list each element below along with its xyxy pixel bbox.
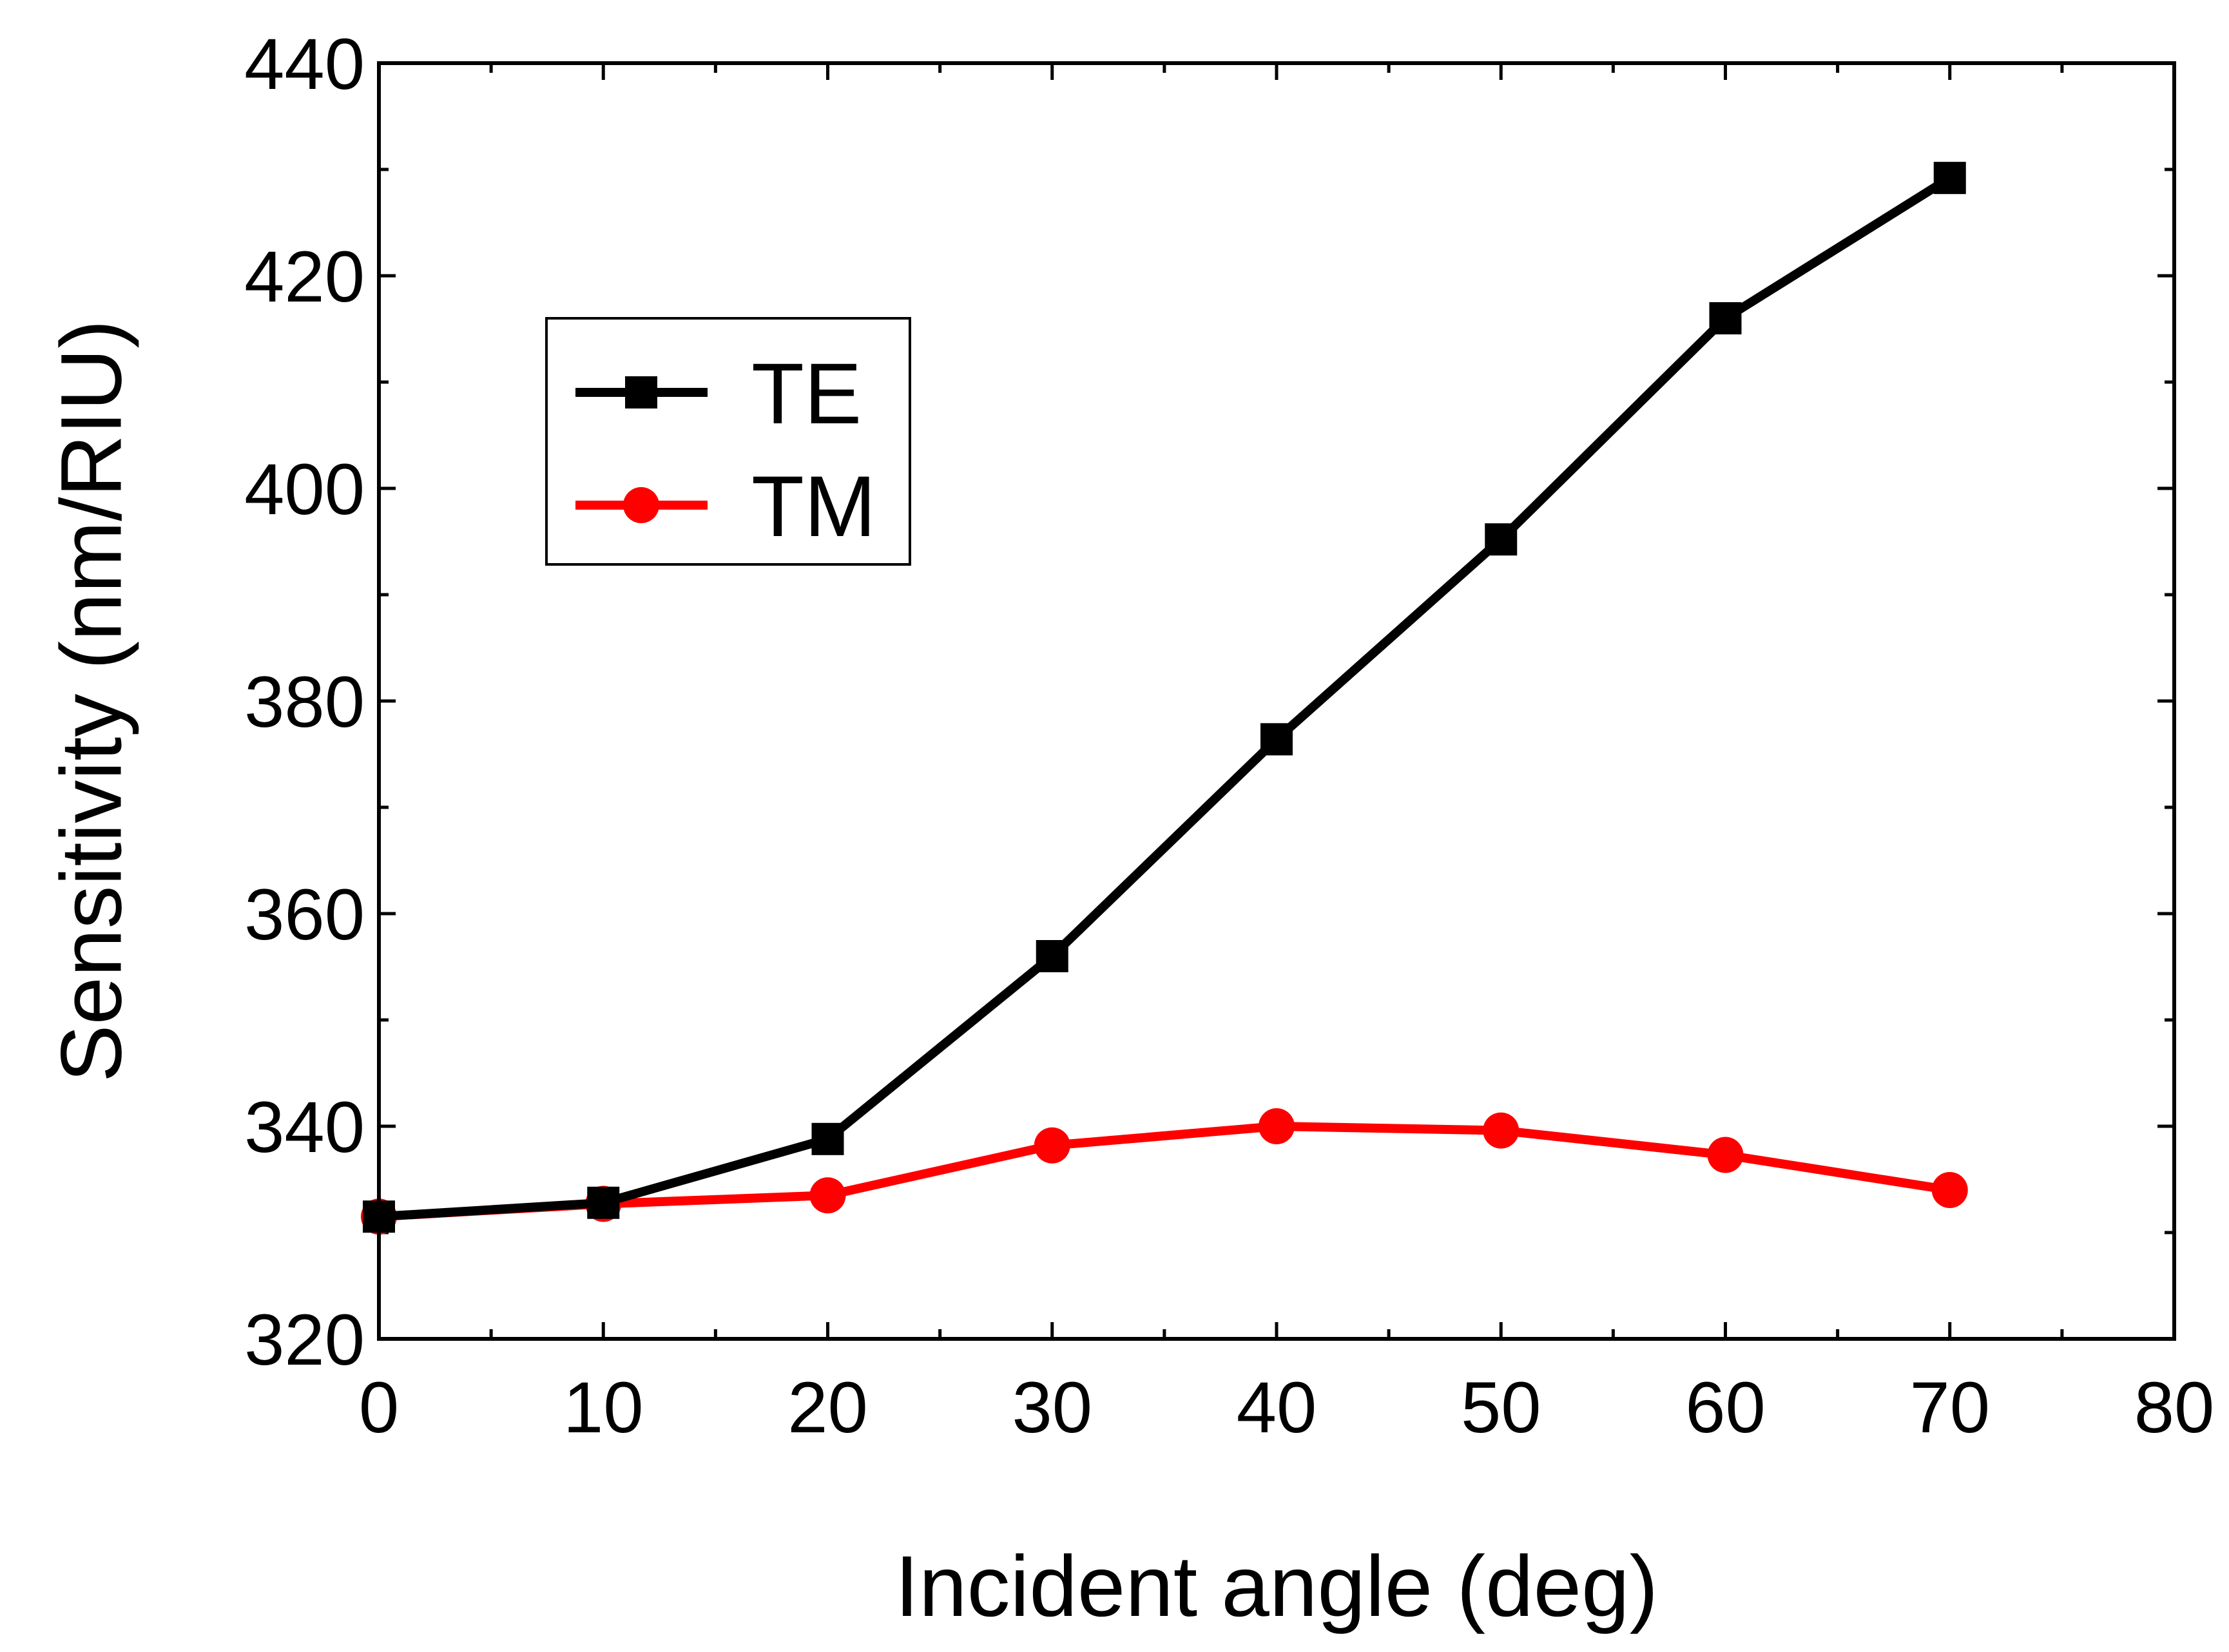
x-tick-label: 60 [1685, 1367, 1766, 1448]
data-point-tm [1259, 1108, 1295, 1144]
data-point-tm [1034, 1127, 1070, 1164]
legend-box [545, 317, 911, 566]
x-tick-label: 10 [563, 1367, 644, 1448]
plot-frame [377, 61, 2176, 1341]
legend-marker-te [625, 376, 657, 408]
series-te [363, 162, 1966, 1233]
data-point-te [1036, 940, 1068, 972]
series-line-te [378, 174, 1953, 1222]
x-tick-label: 70 [1909, 1367, 1990, 1448]
data-point-te [1485, 523, 1518, 556]
legend-label-tm: TM [751, 459, 876, 555]
y-tick-label: 340 [244, 1087, 365, 1167]
y-tick-label: 380 [244, 662, 365, 742]
data-point-te [587, 1186, 620, 1219]
y-tick-label: 360 [244, 874, 365, 955]
x-axis-title: Incident angle (deg) [895, 1539, 1658, 1635]
data-point-tm [1931, 1172, 1968, 1208]
data-point-te [1933, 162, 1966, 195]
y-axis-title: Sensitivity (nm/RIU) [44, 320, 140, 1082]
x-tick-label: 0 [359, 1367, 399, 1448]
data-point-te [1260, 723, 1293, 756]
y-tick-label: 400 [244, 449, 365, 530]
data-point-te [811, 1122, 844, 1155]
data-point-tm [809, 1177, 846, 1214]
x-tick-label: 50 [1461, 1367, 1541, 1448]
x-tick-label: 80 [2134, 1367, 2215, 1448]
legend: TE TM [545, 317, 911, 566]
x-tick-label: 30 [1012, 1367, 1092, 1448]
legend-label-te: TE [751, 346, 862, 442]
tick-labels: 0 10 20 30 40 50 60 70 80 320 340 360 380 400 420 440 [244, 24, 2214, 1448]
y-tick-label: 440 [244, 24, 365, 104]
x-tick-label: 40 [1237, 1367, 1317, 1448]
data-point-tm [1483, 1112, 1520, 1149]
data-point-te [1709, 302, 1742, 334]
y-tick-label: 320 [244, 1300, 365, 1380]
x-tick-label: 20 [787, 1367, 868, 1448]
data-series [361, 162, 1968, 1235]
data-point-tm [1707, 1137, 1744, 1173]
y-tick-label: 420 [244, 236, 365, 317]
series-line-tm [378, 1122, 1951, 1222]
legend-marker-tm [623, 487, 659, 523]
